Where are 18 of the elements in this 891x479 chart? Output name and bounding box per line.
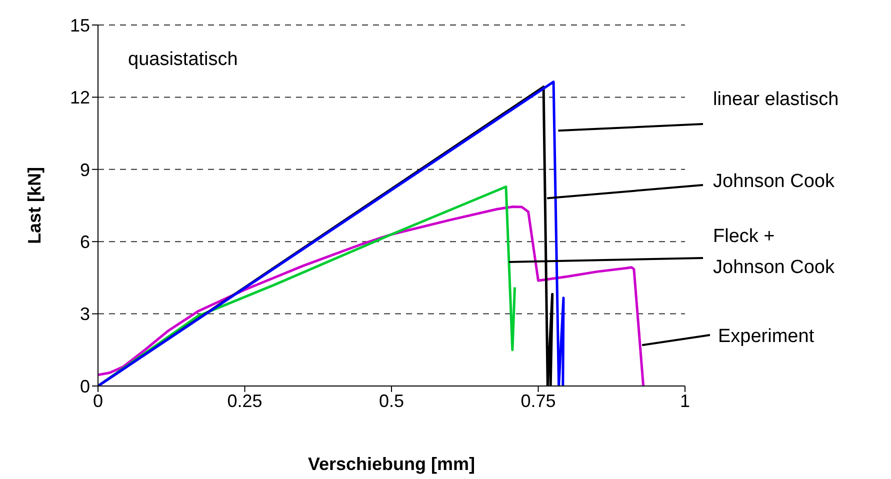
y-tick-label: 0 xyxy=(80,376,90,396)
y-tick-label: 12 xyxy=(70,88,90,108)
x-tick-label: 1 xyxy=(680,390,690,411)
y-tick-label: 3 xyxy=(80,304,90,324)
annotation: quasistatisch xyxy=(128,49,238,70)
annotation: Johnson Cook xyxy=(713,171,835,192)
x-tick-label: 0.75 xyxy=(520,390,556,411)
y-axis-title: Last [kN] xyxy=(24,166,44,244)
x-tick-label: 0.5 xyxy=(378,390,404,411)
annotation: Fleck + Johnson Cook xyxy=(713,226,835,278)
annotation: Experiment xyxy=(718,326,815,347)
annotation: linear elastisch xyxy=(713,89,839,110)
y-tick-label: 15 xyxy=(70,15,90,36)
x-tick-label: 0.25 xyxy=(227,390,262,411)
y-tick-label: 9 xyxy=(80,160,90,180)
x-tick-label: 0 xyxy=(92,390,104,411)
x-axis-title: Verschiebung [mm] xyxy=(308,454,476,474)
y-tick-label: 6 xyxy=(80,232,90,252)
